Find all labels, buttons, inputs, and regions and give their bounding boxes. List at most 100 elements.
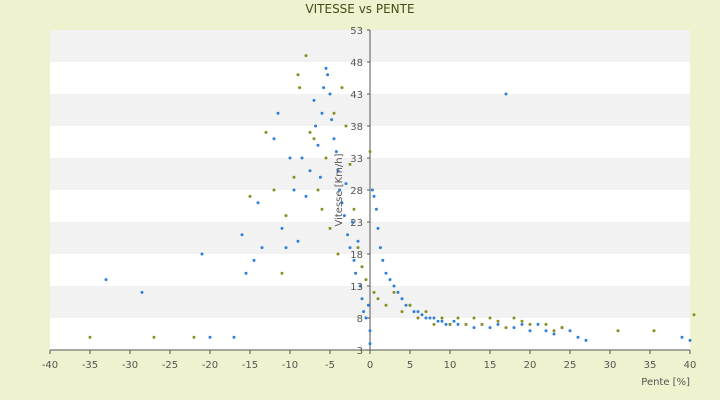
chart-title: VITESSE vs PENTE [305, 2, 415, 16]
data-point-olive [432, 322, 436, 326]
data-point-blue [280, 226, 284, 230]
data-point-blue [300, 156, 304, 160]
data-point-blue [680, 335, 684, 339]
data-point-olive [448, 322, 452, 326]
data-point-olive [284, 214, 288, 218]
y-tick-label: 48 [350, 58, 363, 69]
y-tick-label: 53 [350, 26, 363, 37]
data-point-blue [400, 297, 404, 301]
data-point-blue [312, 98, 316, 102]
data-point-blue [372, 194, 376, 198]
data-point-blue [472, 326, 476, 330]
data-point-blue [340, 201, 344, 205]
data-point-olive [528, 322, 532, 326]
data-point-olive [376, 297, 380, 301]
data-point-blue [284, 246, 288, 250]
data-point-blue [304, 194, 308, 198]
data-point-blue [376, 226, 380, 230]
data-point-olive [360, 265, 364, 269]
data-point-olive [88, 335, 92, 339]
data-point-blue [200, 252, 204, 256]
data-point-olive [472, 316, 476, 320]
data-point-olive [616, 329, 620, 333]
y-tick-label: 8 [357, 314, 363, 325]
data-point-blue [378, 246, 382, 250]
chart-axes [49, 29, 691, 354]
data-point-blue [520, 322, 524, 326]
data-point-olive [368, 150, 372, 154]
data-point-blue [404, 303, 408, 307]
data-point-blue [348, 246, 352, 250]
data-point-blue [388, 278, 392, 282]
data-point-olive [352, 207, 356, 211]
data-point-olive [552, 329, 556, 333]
data-point-blue [584, 338, 588, 342]
x-tick-label: 0 [367, 360, 373, 371]
data-point-olive [464, 322, 468, 326]
data-point-blue [318, 175, 322, 179]
data-point-olive [312, 137, 316, 141]
data-point-blue [308, 169, 312, 173]
data-point-olive [504, 326, 508, 330]
data-point-blue [504, 92, 508, 96]
x-tick-label: 30 [604, 360, 617, 371]
data-point-blue [424, 316, 428, 320]
data-point-olive [408, 303, 412, 307]
data-point-olive [488, 316, 492, 320]
data-point-blue [544, 329, 548, 333]
data-point-olive [372, 290, 376, 294]
data-point-blue [330, 118, 334, 122]
data-point-olive [308, 130, 312, 134]
data-point-olive [272, 188, 276, 192]
x-tick-label: 40 [684, 360, 697, 371]
data-point-olive [692, 313, 696, 317]
y-tick-label: 3 [357, 346, 363, 357]
x-axis-title: Pente [%] [641, 377, 690, 388]
data-point-blue [364, 316, 368, 320]
data-point-blue [536, 322, 540, 326]
data-point-olive [384, 303, 388, 307]
data-point-olive [152, 335, 156, 339]
data-point-blue [576, 335, 580, 339]
data-point-blue [374, 207, 378, 211]
data-point-olive [356, 246, 360, 250]
data-point-blue [456, 322, 460, 326]
data-point-olive [496, 319, 500, 323]
data-point-olive [440, 316, 444, 320]
data-point-blue [354, 271, 358, 275]
data-point-olive [298, 86, 302, 90]
data-point-blue [252, 258, 256, 262]
data-point-olive [320, 207, 324, 211]
data-point-blue [256, 201, 260, 205]
data-point-blue [342, 214, 346, 218]
data-point-blue [276, 111, 280, 115]
x-tick-label: 25 [564, 360, 577, 371]
y-tick-label: 43 [350, 90, 363, 101]
data-point-blue [488, 326, 492, 330]
data-point-blue [272, 137, 276, 141]
y-tick-label: 38 [350, 122, 363, 133]
data-point-blue [381, 258, 385, 262]
data-point-blue [568, 329, 572, 333]
y-tick-label: 23 [350, 218, 363, 229]
x-tick-label: -15 [242, 360, 258, 371]
data-point-blue [384, 271, 388, 275]
x-tick-label: 10 [444, 360, 457, 371]
data-point-blue [436, 319, 440, 323]
data-point-olive [296, 73, 300, 77]
data-point-blue [328, 92, 332, 96]
y-axis-title: Vitesse [Km/h] [334, 153, 345, 226]
data-point-blue [352, 258, 356, 262]
data-point-blue [324, 66, 328, 70]
data-point-blue [140, 290, 144, 294]
x-tick-label: 20 [524, 360, 537, 371]
data-point-olive [560, 326, 564, 330]
data-point-blue [344, 182, 348, 186]
y-tick-label: 13 [350, 282, 363, 293]
data-point-olive [324, 156, 328, 160]
data-point-olive [348, 162, 352, 166]
data-point-blue [336, 169, 340, 173]
data-point-blue [334, 150, 338, 154]
data-point-blue [428, 316, 432, 320]
